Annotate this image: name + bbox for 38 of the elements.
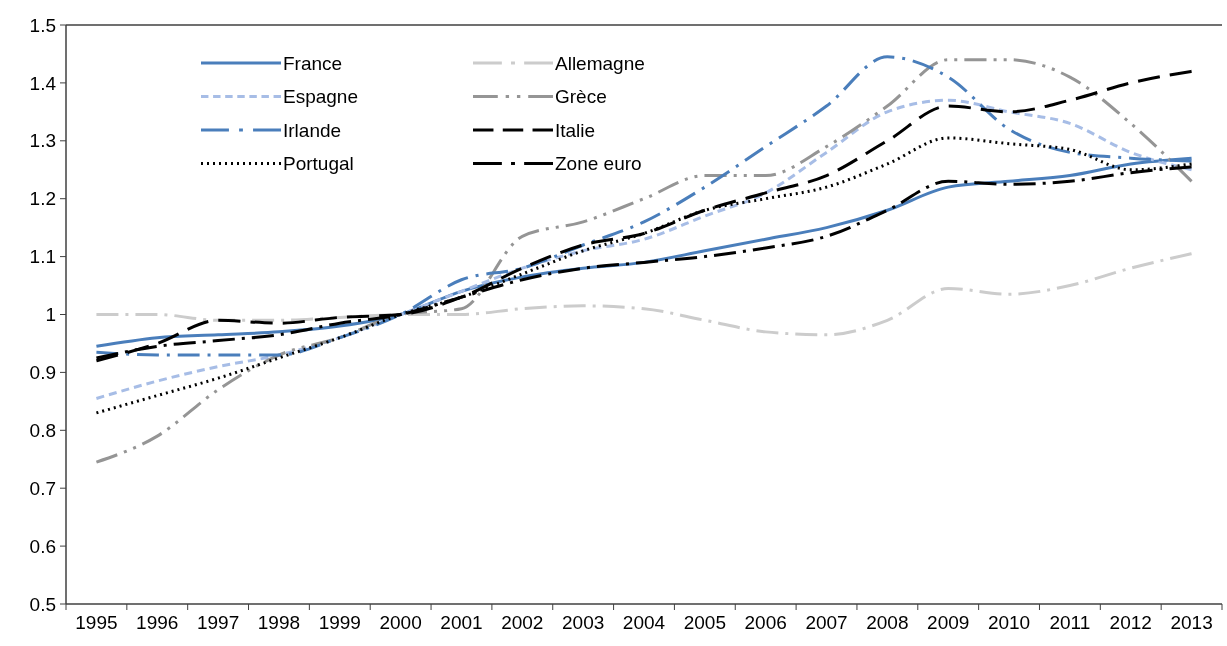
legend-label: Espagne: [283, 86, 359, 108]
y-tick-label: 0.7: [29, 477, 56, 499]
x-tick-label: 2007: [805, 612, 848, 633]
y-tick-label: 0.6: [29, 535, 56, 557]
x-tick-label: 1995: [75, 612, 118, 633]
legend-label: Portugal: [283, 153, 354, 175]
x-tick-label: 2002: [501, 612, 544, 633]
y-tick-label: 0.5: [29, 593, 56, 615]
legend-label: Grèce: [555, 86, 607, 108]
y-tick-label: 1.1: [29, 246, 56, 268]
y-tick-label: 1: [45, 304, 56, 326]
y-tick-label: 0.8: [29, 419, 56, 441]
legend-label: Zone euro: [555, 153, 642, 175]
legend-label: Allemagne: [555, 52, 645, 74]
x-tick-label: 2006: [744, 612, 787, 633]
x-tick-label: 2010: [987, 612, 1031, 633]
x-tick-label: 2012: [1109, 612, 1152, 633]
x-tick-label: 2001: [440, 612, 483, 633]
legend-label: Italie: [555, 119, 596, 141]
x-tick-label: 2009: [927, 612, 970, 633]
y-tick-label: 1.5: [29, 14, 56, 36]
y-tick-label: 0.9: [29, 362, 56, 384]
x-tick-label: 2008: [866, 612, 909, 633]
x-tick-label: 1999: [318, 612, 361, 633]
y-tick-label: 1.4: [29, 72, 57, 94]
x-tick-label: 2011: [1049, 612, 1091, 633]
x-tick-label: 2003: [562, 612, 605, 633]
x-tick-label: 2004: [622, 612, 666, 633]
x-tick-label: 1996: [136, 612, 179, 633]
x-tick-label: 2005: [683, 612, 726, 633]
x-tick-label: 2000: [379, 612, 422, 633]
y-tick-label: 1.2: [29, 188, 56, 210]
x-tick-label: 1997: [196, 612, 240, 633]
x-tick-label: 2013: [1170, 612, 1213, 633]
y-tick-label: 1.3: [29, 130, 56, 152]
legend-label: France: [283, 52, 343, 74]
legend-label: Irlande: [283, 119, 342, 141]
x-tick-label: 1998: [257, 612, 301, 633]
